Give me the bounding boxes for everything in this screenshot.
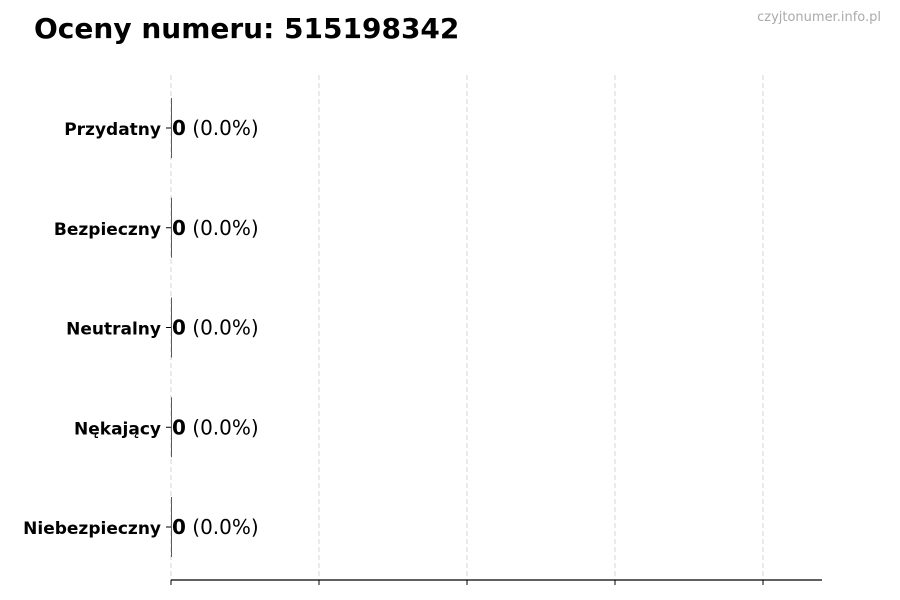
data-label-percent: (0.0%) <box>186 116 259 140</box>
y-tick-label: Neutralny <box>66 320 161 340</box>
bar <box>171 497 172 557</box>
data-label: 0 (0.0%) <box>172 316 259 340</box>
data-label-count: 0 <box>172 415 186 439</box>
bar <box>171 297 172 358</box>
data-label-percent: (0.0%) <box>186 216 259 240</box>
data-label-percent: (0.0%) <box>186 415 259 439</box>
data-label-count: 0 <box>172 316 186 340</box>
data-label-percent: (0.0%) <box>186 316 259 340</box>
y-tick-label: Przydatny <box>64 120 161 140</box>
watermark: czyjtonumer.info.pl <box>757 10 881 25</box>
data-label: 0 (0.0%) <box>172 415 259 439</box>
data-label-count: 0 <box>172 116 186 140</box>
y-tick-label: Nękający <box>74 419 161 439</box>
data-label: 0 (0.0%) <box>172 216 259 240</box>
y-tick-label: Bezpieczny <box>54 220 161 240</box>
bar <box>171 397 172 458</box>
y-tick-label: Niebezpieczny <box>23 519 161 539</box>
chart-title: Oceny numeru: 515198342 <box>34 12 460 45</box>
data-label: 0 (0.0%) <box>172 116 259 140</box>
bar <box>171 98 172 158</box>
data-label: 0 (0.0%) <box>172 515 259 539</box>
bar <box>171 197 172 258</box>
data-label-count: 0 <box>172 515 186 539</box>
data-label-count: 0 <box>172 216 186 240</box>
data-label-percent: (0.0%) <box>186 515 259 539</box>
